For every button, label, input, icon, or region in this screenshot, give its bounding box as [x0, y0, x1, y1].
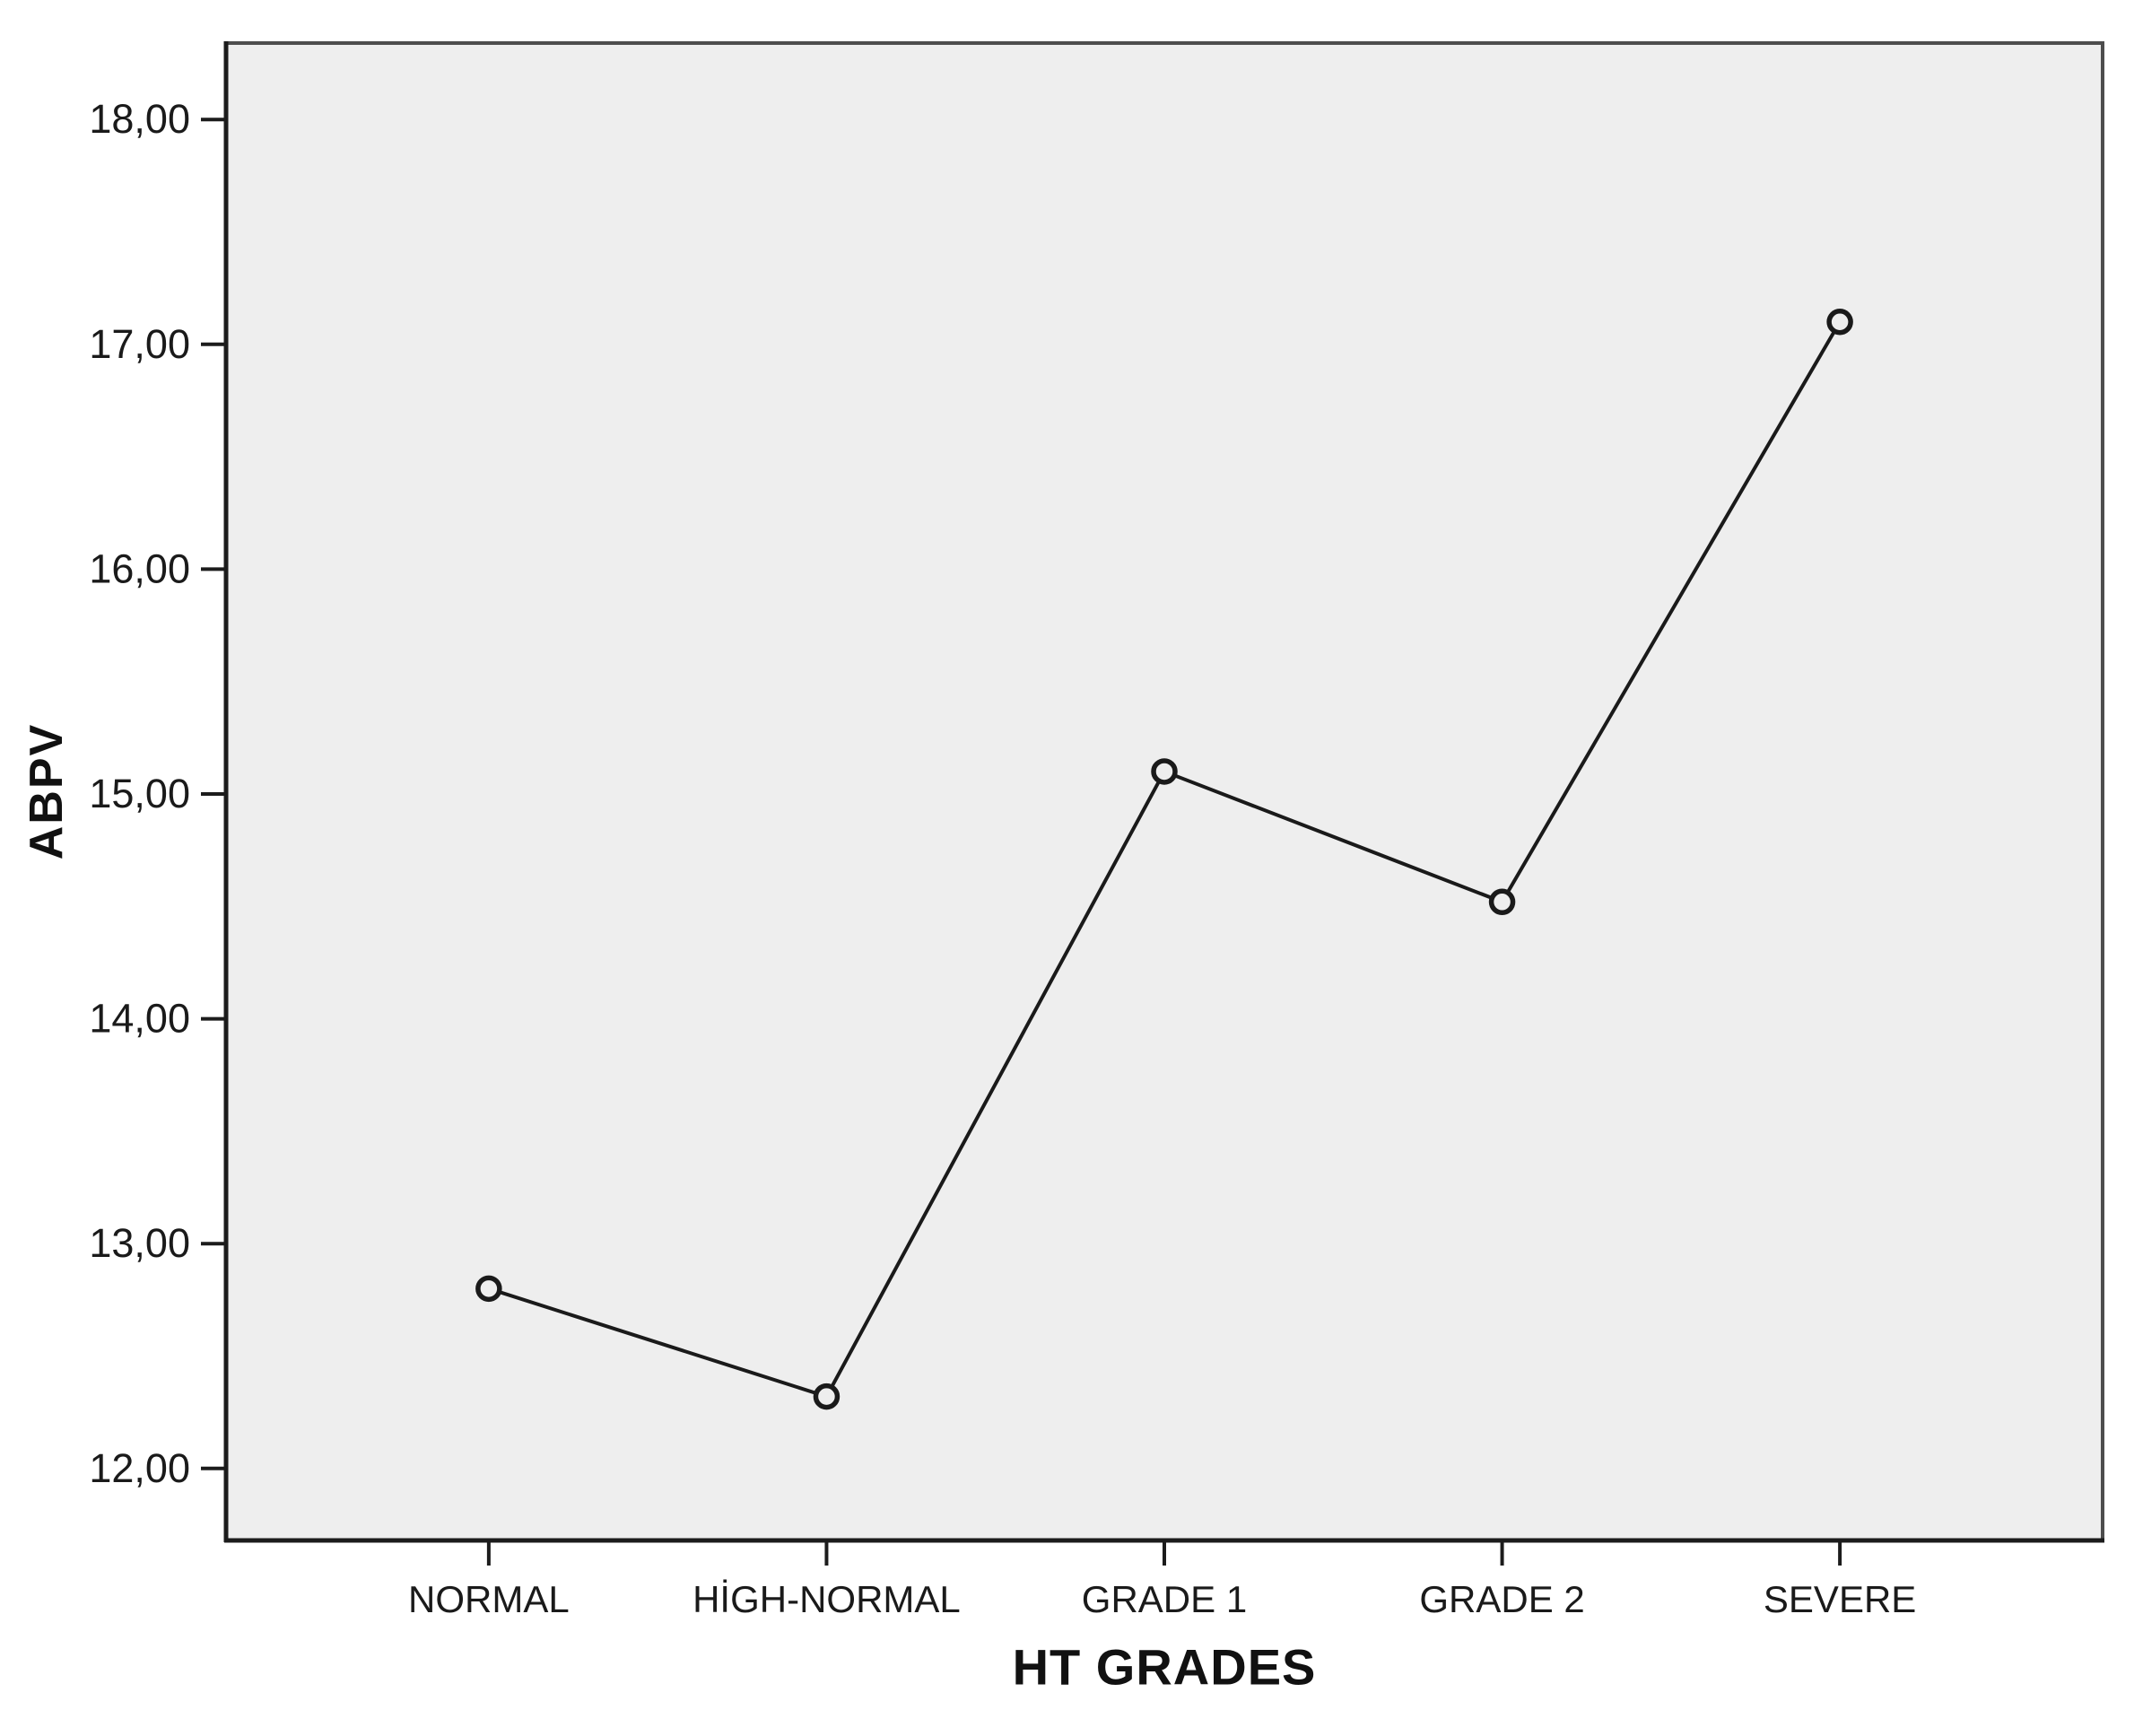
- x-tick-label: SEVERE: [1764, 1578, 1916, 1620]
- plot-area: [224, 41, 2104, 1542]
- y-tick-label: 12,00: [89, 1445, 190, 1491]
- y-tick-label: 14,00: [89, 996, 190, 1042]
- y-tick-label: 17,00: [89, 321, 190, 367]
- x-tick-label: NORMAL: [408, 1578, 570, 1620]
- y-tick-label: 15,00: [89, 771, 190, 816]
- data-point-marker: [1488, 888, 1516, 916]
- x-axis-title: HT GRADES: [1012, 1638, 1317, 1696]
- x-tick-label: GRADE 2: [1419, 1578, 1584, 1620]
- y-tick-label: 13,00: [89, 1220, 190, 1266]
- data-point-marker: [475, 1275, 502, 1303]
- y-axis-title: ABPV: [21, 722, 73, 860]
- data-point-marker: [813, 1383, 841, 1410]
- data-point-marker: [1826, 308, 1853, 336]
- x-tick-label: HİGH-NORMAL: [692, 1578, 961, 1620]
- y-tick-label: 16,00: [89, 545, 190, 591]
- data-point-marker: [1151, 758, 1178, 785]
- x-tick-label: GRADE 1: [1082, 1578, 1247, 1620]
- y-tick-label: 18,00: [89, 96, 190, 142]
